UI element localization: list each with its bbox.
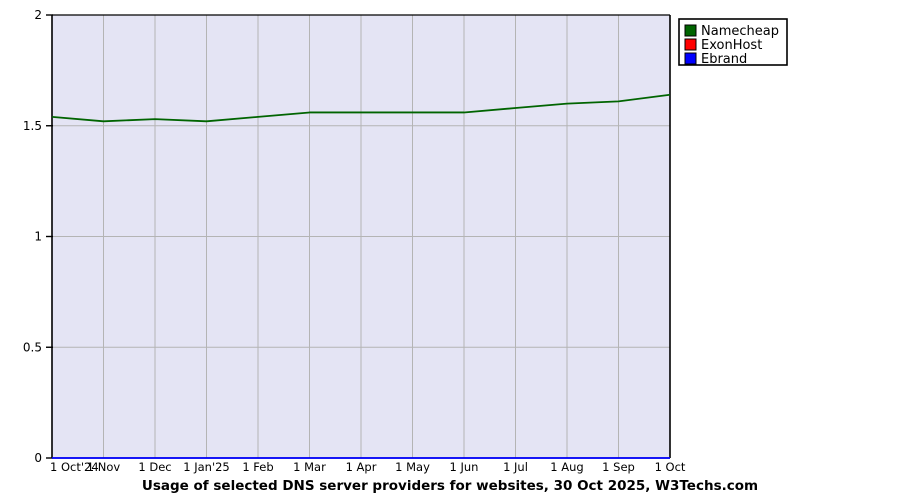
y-axis-ticks <box>46 14 53 459</box>
y-axis-tick-labels: 0 0.5 1 1.5 2 <box>23 8 42 465</box>
x-axis-tick-label: 1 Oct <box>655 460 686 474</box>
x-axis-tick-label: 1 Jan'25 <box>183 460 230 474</box>
x-axis-tick-label: 1 Feb <box>242 460 273 474</box>
x-axis-tick-labels: 1 Oct'241 Nov 1 Dec 1 Jan'25 1 Feb 1 Mar 1 Ap… <box>50 460 686 474</box>
x-axis-tick-label: 1 Sep <box>602 460 635 474</box>
chart-caption: Usage of selected DNS server providers f… <box>142 478 758 494</box>
x-axis-tick-label: 1 May <box>395 460 430 474</box>
x-axis-tick-label: 1 Jul <box>503 460 528 474</box>
x-axis-tick-label: 1 Oct'24 <box>50 460 99 474</box>
y-axis-tick-label: 2 <box>34 8 42 22</box>
data-series-layer <box>51 93 671 459</box>
x-axis-tick-label: 1 Mar <box>293 460 326 474</box>
y-axis-tick-label: 0 <box>34 451 42 465</box>
x-axis-tick-label: 1 Aug <box>550 460 583 474</box>
y-axis-tick-label: 1.5 <box>23 119 42 133</box>
series-line <box>51 93 671 123</box>
x-axis-tick-label: 1 Dec <box>138 460 171 474</box>
x-axis-tick-label: 1 Apr <box>346 460 377 474</box>
x-axis-tick-label: 1 Jun <box>450 460 479 474</box>
x-axis-tick-label: 1 Nov <box>87 460 121 474</box>
y-axis-tick-label: 1 <box>34 230 42 244</box>
y-axis-tick-label: 0.5 <box>23 340 42 354</box>
